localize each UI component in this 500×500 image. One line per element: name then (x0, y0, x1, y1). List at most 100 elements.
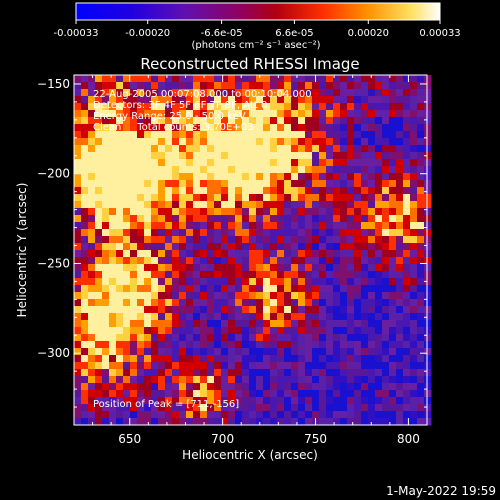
heatmap-cell (312, 124, 320, 132)
heatmap-cell (123, 341, 131, 349)
heatmap-cell (88, 243, 96, 251)
heatmap-cell (333, 180, 341, 188)
heatmap-cell (361, 152, 369, 160)
heatmap-cell (298, 418, 306, 426)
colorbar-tick-label: -0.00020 (125, 28, 170, 39)
heatmap-cell (340, 229, 348, 237)
heatmap-cell (95, 110, 103, 118)
heatmap-cell (144, 75, 152, 83)
heatmap-cell (375, 124, 383, 132)
heatmap-cell (249, 243, 257, 251)
heatmap-cell (263, 110, 271, 118)
heatmap-cell (179, 229, 187, 237)
heatmap-cell (375, 411, 383, 419)
heatmap-cell (263, 89, 271, 97)
heatmap-cell (158, 159, 166, 167)
heatmap-cell (410, 285, 418, 293)
heatmap-cell (403, 173, 411, 181)
heatmap-cell (200, 306, 208, 314)
heatmap-cell (130, 299, 138, 307)
heatmap-cell (291, 138, 299, 146)
heatmap-cell (277, 320, 285, 328)
heatmap-cell (165, 222, 173, 230)
heatmap-cell (81, 348, 89, 356)
heatmap-cell (305, 208, 313, 216)
heatmap-cell (403, 166, 411, 174)
heatmap-cell (410, 124, 418, 132)
heatmap-cell (200, 383, 208, 391)
heatmap-cell (221, 229, 229, 237)
heatmap-cell (284, 418, 292, 426)
heatmap-cell (200, 138, 208, 146)
heatmap-cell (340, 369, 348, 377)
heatmap-cell (389, 348, 397, 356)
heatmap-cell (235, 334, 243, 342)
heatmap-cell (410, 306, 418, 314)
heatmap-cell (368, 159, 376, 167)
heatmap-cell (193, 327, 201, 335)
y-tick-label: −300 (37, 346, 70, 360)
heatmap-cell (235, 173, 243, 181)
heatmap-cell (144, 383, 152, 391)
heatmap-cell (172, 89, 180, 97)
heatmap-cell (277, 215, 285, 223)
heatmap-cell (368, 117, 376, 125)
heatmap-cell (284, 327, 292, 335)
heatmap-cell (207, 82, 215, 90)
heatmap-cell (137, 173, 145, 181)
heatmap-cell (207, 299, 215, 307)
heatmap-cell (74, 180, 82, 188)
heatmap-cell (340, 103, 348, 111)
heatmap-cell (214, 341, 222, 349)
heatmap-cell (326, 285, 334, 293)
heatmap-cell (81, 180, 89, 188)
heatmap-cell (179, 152, 187, 160)
heatmap-cell (172, 250, 180, 258)
heatmap-cell (340, 187, 348, 195)
heatmap-cell (256, 208, 264, 216)
heatmap-cell (144, 187, 152, 195)
heatmap-cell (123, 418, 131, 426)
heatmap-cell (158, 390, 166, 398)
heatmap-cell (151, 208, 159, 216)
heatmap-cell (193, 103, 201, 111)
heatmap-cell (340, 82, 348, 90)
heatmap-cell (109, 264, 117, 272)
heatmap-cell (396, 159, 404, 167)
heatmap-cell (179, 404, 187, 412)
heatmap-cell (333, 103, 341, 111)
heatmap-cell (88, 383, 96, 391)
heatmap-cell (165, 299, 173, 307)
heatmap-cell (375, 173, 383, 181)
heatmap-cell (347, 418, 355, 426)
heatmap-cell (130, 103, 138, 111)
heatmap-cell (305, 194, 313, 202)
heatmap-cell (277, 152, 285, 160)
heatmap-cell (186, 348, 194, 356)
heatmap-cell (123, 362, 131, 370)
heatmap-cell (186, 285, 194, 293)
heatmap-cell (326, 369, 334, 377)
annotation-peak-position: Position of Peak = [711,-156] (93, 399, 239, 410)
heatmap-cell (214, 278, 222, 286)
heatmap-cell (249, 159, 257, 167)
heatmap-cell (340, 376, 348, 384)
heatmap-cell (74, 418, 82, 426)
heatmap-cell (88, 418, 96, 426)
heatmap-cell (144, 334, 152, 342)
heatmap-cell (403, 334, 411, 342)
heatmap-cell (221, 348, 229, 356)
heatmap-cell (186, 404, 194, 412)
heatmap-cell (207, 334, 215, 342)
heatmap-cell (270, 271, 278, 279)
heatmap-cell (354, 243, 362, 251)
heatmap-cell (361, 404, 369, 412)
heatmap-cell (347, 159, 355, 167)
heatmap-cell (354, 187, 362, 195)
heatmap-cell (263, 334, 271, 342)
heatmap-cell (354, 152, 362, 160)
heatmap-cell (312, 369, 320, 377)
heatmap-cell (165, 82, 173, 90)
heatmap-cell (277, 96, 285, 104)
heatmap-cell (158, 306, 166, 314)
